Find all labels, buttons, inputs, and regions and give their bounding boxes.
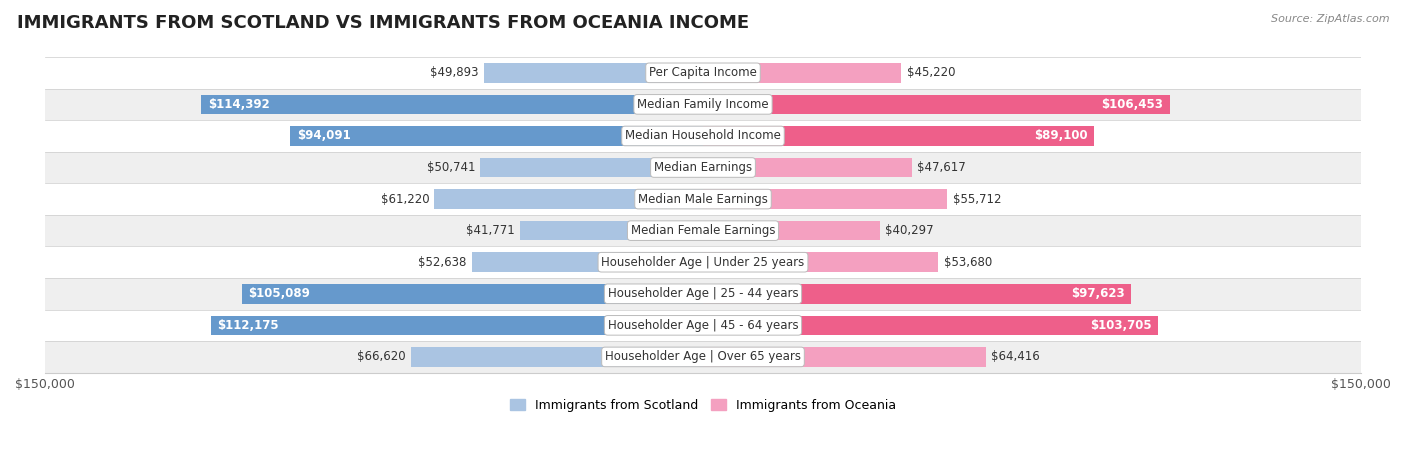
Bar	[45, 247, 1361, 278]
Bar	[703, 158, 912, 177]
Text: $45,220: $45,220	[907, 66, 955, 79]
Text: $64,416: $64,416	[991, 350, 1039, 363]
Text: Median Earnings: Median Earnings	[654, 161, 752, 174]
Bar	[242, 284, 703, 304]
Bar	[45, 120, 1361, 152]
Bar	[703, 347, 986, 367]
Bar	[211, 316, 703, 335]
Text: Householder Age | Under 25 years: Householder Age | Under 25 years	[602, 256, 804, 269]
Text: $61,220: $61,220	[381, 192, 429, 205]
Bar	[45, 278, 1361, 310]
Text: $55,712: $55,712	[953, 192, 1001, 205]
Bar	[520, 221, 703, 241]
Text: $53,680: $53,680	[943, 256, 993, 269]
Text: $40,297: $40,297	[884, 224, 934, 237]
Bar	[703, 284, 1132, 304]
Text: Source: ZipAtlas.com: Source: ZipAtlas.com	[1271, 14, 1389, 24]
Bar	[703, 221, 880, 241]
Bar	[45, 183, 1361, 215]
Text: Per Capita Income: Per Capita Income	[650, 66, 756, 79]
Bar	[45, 152, 1361, 183]
Text: $105,089: $105,089	[249, 287, 311, 300]
Text: Median Household Income: Median Household Income	[626, 129, 780, 142]
Text: $52,638: $52,638	[419, 256, 467, 269]
Bar	[703, 253, 938, 272]
Text: Median Female Earnings: Median Female Earnings	[631, 224, 775, 237]
Bar	[45, 57, 1361, 89]
Bar	[45, 310, 1361, 341]
Legend: Immigrants from Scotland, Immigrants from Oceania: Immigrants from Scotland, Immigrants fro…	[505, 394, 901, 417]
Bar	[481, 158, 703, 177]
Bar	[290, 126, 703, 146]
Bar	[201, 95, 703, 114]
Text: $97,623: $97,623	[1071, 287, 1125, 300]
Bar	[411, 347, 703, 367]
Text: $89,100: $89,100	[1033, 129, 1087, 142]
Text: $49,893: $49,893	[430, 66, 479, 79]
Text: $50,741: $50,741	[426, 161, 475, 174]
Text: $47,617: $47,617	[917, 161, 966, 174]
Bar	[45, 89, 1361, 120]
Bar	[45, 215, 1361, 247]
Text: Householder Age | 45 - 64 years: Householder Age | 45 - 64 years	[607, 319, 799, 332]
Bar	[703, 95, 1170, 114]
Text: $41,771: $41,771	[465, 224, 515, 237]
Bar	[703, 126, 1094, 146]
Text: $112,175: $112,175	[218, 319, 278, 332]
Text: Median Male Earnings: Median Male Earnings	[638, 192, 768, 205]
Bar	[472, 253, 703, 272]
Text: IMMIGRANTS FROM SCOTLAND VS IMMIGRANTS FROM OCEANIA INCOME: IMMIGRANTS FROM SCOTLAND VS IMMIGRANTS F…	[17, 14, 749, 32]
Text: Householder Age | 25 - 44 years: Householder Age | 25 - 44 years	[607, 287, 799, 300]
Text: Median Family Income: Median Family Income	[637, 98, 769, 111]
Text: Householder Age | Over 65 years: Householder Age | Over 65 years	[605, 350, 801, 363]
Text: $106,453: $106,453	[1101, 98, 1163, 111]
Bar	[45, 341, 1361, 373]
Text: $103,705: $103,705	[1090, 319, 1152, 332]
Bar	[703, 63, 901, 83]
Text: $94,091: $94,091	[297, 129, 350, 142]
Bar	[484, 63, 703, 83]
Bar	[703, 316, 1159, 335]
Text: $114,392: $114,392	[208, 98, 270, 111]
Text: $66,620: $66,620	[357, 350, 405, 363]
Bar	[703, 189, 948, 209]
Bar	[434, 189, 703, 209]
